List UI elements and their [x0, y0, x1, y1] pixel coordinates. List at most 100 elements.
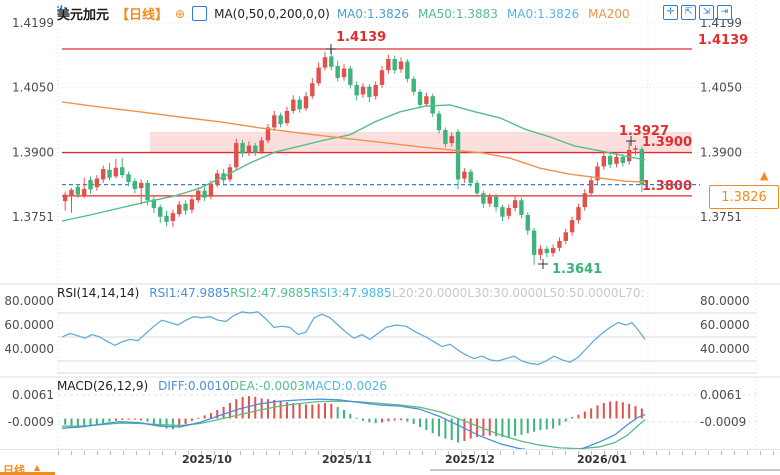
macd-histogram-bar: [425, 418, 428, 431]
candle: [360, 86, 366, 95]
macd-histogram-bar: [368, 418, 371, 423]
main-chart-header: 美元加元 【日线】 ⊕ MA(0,50,0,200,0,0) MA0:1.382…: [57, 4, 639, 23]
candle: [75, 186, 81, 195]
macd-histogram-bar: [342, 409, 345, 419]
candle: [430, 96, 435, 114]
macd-histogram-bar: [412, 418, 415, 424]
go-to-latest-icon[interactable]: ⇥: [717, 5, 732, 20]
macd-histogram-bar: [254, 396, 257, 419]
candle: [443, 130, 448, 144]
candle: [348, 68, 353, 85]
timeframe-label[interactable]: 【日线】: [116, 8, 169, 23]
macd-histogram-bar: [273, 399, 276, 419]
macd-histogram-bar: [222, 406, 225, 419]
macd-histogram-bar: [539, 418, 542, 431]
add-indicator-icon[interactable]: ⊕: [175, 6, 186, 21]
macd-histogram-bar: [83, 418, 86, 428]
macd-histogram-bar: [108, 418, 111, 422]
auto-scale-icon[interactable]: ⇱: [681, 5, 696, 20]
macd-histogram-bar: [279, 401, 282, 419]
macd-histogram-bar: [596, 405, 599, 419]
candle: [189, 199, 195, 210]
macd-pane: 0.0061 0.0061 -0.0009 -0.0009: [8, 388, 756, 453]
period-tab-arrow-icon[interactable]: ▲: [34, 463, 41, 472]
macd-title[interactable]: MACD(26,12,9): [57, 379, 149, 393]
candle: [240, 143, 245, 154]
candle: [291, 99, 296, 111]
candle: [405, 61, 410, 79]
indicator-value: DEA:-0.0003: [229, 379, 306, 393]
macd-histogram-bar: [114, 418, 117, 421]
axis-scale-icon[interactable]: ⇲: [699, 5, 714, 20]
macd-histogram-bar: [209, 413, 212, 419]
indicator-value: MA200: [588, 6, 630, 21]
macd-histogram-bar: [102, 418, 105, 424]
candle: [234, 143, 239, 168]
pan-icon[interactable]: ✛: [663, 5, 678, 20]
indicator-value: DIFF:0.0010: [158, 379, 230, 393]
macd-histogram-bar: [520, 418, 523, 435]
price-up-arrow-icon: ▲: [760, 169, 769, 182]
macd-histogram-bar: [292, 403, 295, 419]
candle: [544, 248, 549, 254]
macd-histogram-bar: [621, 402, 624, 419]
macd-histogram-bar: [355, 417, 358, 419]
ma-settings-label[interactable]: MA(0,50,0,200,0,0): [214, 6, 330, 21]
candle: [487, 196, 492, 204]
candle: [284, 110, 290, 124]
indicator-value: MACD:0.0026: [305, 379, 388, 393]
candle: [481, 193, 486, 204]
axis-tick-label: 80.0000: [700, 294, 750, 308]
candle: [455, 131, 461, 180]
macd-histogram-bar: [285, 402, 288, 419]
date-axis[interactable]: 2025/10 2025/11 2025/12 2026/01: [0, 449, 780, 466]
candle: [158, 207, 163, 217]
line-series: [61, 311, 646, 366]
macd-histogram-bar: [304, 404, 307, 419]
macd-histogram-bar: [330, 403, 333, 419]
macd-histogram-bar: [374, 418, 377, 424]
macd-histogram-bar: [203, 415, 206, 419]
candle: [563, 232, 568, 241]
indicator-value: MA0:1.3826: [336, 6, 410, 21]
chart-toolbar: ✛ ⇱ ⇲ ⇥: [663, 5, 732, 20]
macd-histogram-bar: [197, 417, 200, 419]
indicator-value: RSI1:47.9885: [149, 286, 231, 300]
period-tab[interactable]: 日线: [3, 464, 25, 475]
macd-histogram-bar: [406, 418, 409, 422]
macd-histogram-bar: [133, 418, 136, 420]
macd-histogram-bar: [393, 418, 396, 421]
macd-histogram-bar: [552, 418, 555, 429]
scrollbar[interactable]: [430, 469, 780, 471]
macd-histogram-bar: [216, 409, 219, 419]
date-tick-marks: [58, 451, 780, 455]
macd-histogram-bar: [482, 418, 485, 436]
chart-canvas[interactable]: 1.41391.39001.38001.41391.36411.39271.41…: [0, 0, 780, 465]
level-price-label: 1.4139: [698, 33, 748, 48]
annotation-label: 1.3927: [619, 124, 669, 139]
macd-histogram-bar: [463, 418, 466, 441]
candle: [538, 248, 543, 255]
rsi-title[interactable]: RSI(14,14,14): [57, 286, 140, 300]
candle: [601, 156, 607, 167]
candle: [177, 204, 182, 215]
candle: [386, 58, 391, 71]
macd-histogram-bar: [419, 418, 422, 428]
ma-values: MA0:1.3826 MA50:1.3883 MA0:1.3826 MA200: [337, 7, 639, 21]
macd-histogram-bar: [171, 418, 174, 430]
candle: [113, 167, 119, 177]
candle: [550, 247, 556, 254]
macd-header: MACD(26,12,9) DIFF:0.0010DEA:-0.0003MACD…: [57, 379, 387, 393]
candle: [639, 149, 645, 185]
macd-histogram-bar: [450, 418, 453, 441]
macd-histogram-bar: [590, 408, 593, 419]
candle: [614, 156, 619, 164]
rsi-header: RSI(14,14,14) RSI1:47.9885RSI2:47.9885RS…: [57, 286, 645, 300]
axis-tick-label: 80.0000: [4, 294, 54, 308]
macd-histogram-bar: [235, 399, 238, 419]
axis-tick-label: 1.3900: [700, 146, 742, 160]
indicator-value: MA50:1.3883: [418, 6, 498, 21]
candle: [62, 194, 68, 202]
chart-type-icon[interactable]: [57, 5, 208, 21]
candle: [569, 220, 575, 233]
